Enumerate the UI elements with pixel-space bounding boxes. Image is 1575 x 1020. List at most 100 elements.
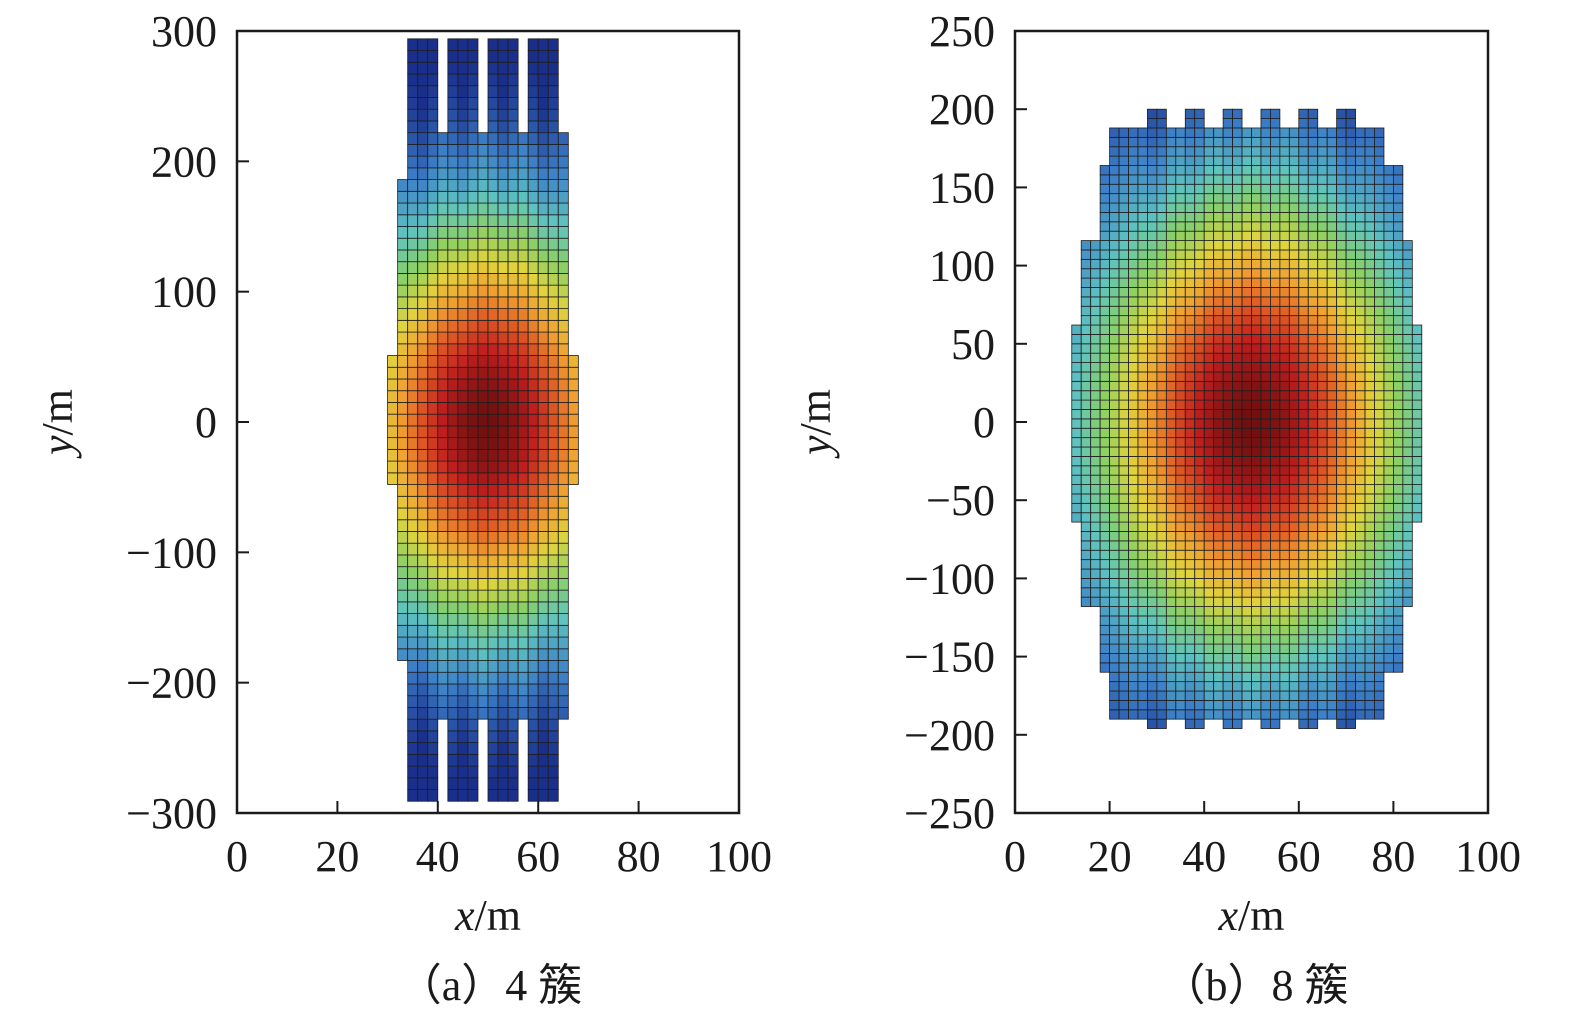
heatmap-cell [477,425,489,439]
heatmap-cell [497,226,509,239]
heatmap-cell [1355,277,1366,288]
heatmap-cell [1147,258,1158,270]
heatmap-cell [1326,146,1338,157]
heatmap-cell [1270,615,1281,626]
heatmap-cell [1203,484,1215,495]
heatmap-cell [537,566,549,579]
heatmap-cell [1222,212,1233,223]
heatmap-cell [1137,671,1148,683]
heatmap-cell [427,355,439,368]
heatmap-cell [1288,596,1300,607]
heatmap-cell [507,390,519,403]
heatmap-cell [1118,690,1129,701]
heatmap-cell [1090,587,1101,598]
heatmap-cell [507,531,519,544]
heatmap-cell [517,484,529,497]
heatmap-cell [1128,502,1139,514]
heatmap-cell [437,531,449,544]
heatmap-cell [547,61,559,75]
heatmap-cell [1222,155,1233,166]
heatmap-cell [447,50,459,63]
heatmap-cell [1270,362,1281,373]
heatmap-cell [1232,446,1243,457]
ticks-b: 0 20 40 60 80 100−250−200−150−100−50050100150… [904,7,1521,881]
heatmap-cell [1080,512,1092,523]
heatmap-cell [1251,277,1262,288]
heatmap-cell [427,484,439,497]
heatmap-cell [507,624,519,638]
heatmap-cell [1298,531,1309,542]
heatmap-cell [1411,493,1423,504]
heatmap-cell [1317,352,1328,363]
heatmap-cell [497,777,509,790]
heatmap-cell [1099,221,1111,232]
heatmap-cell [1118,662,1129,673]
heatmap-cell [1326,484,1338,495]
heatmap-cell [1090,568,1101,579]
heatmap-cell [1326,540,1338,551]
heatmap-cell [427,390,439,403]
heatmap-cell [1251,409,1262,420]
heatmap-cell [477,613,489,626]
heatmap-cell [527,179,539,192]
heatmap-cell [497,531,509,544]
heatmap-cell [1279,671,1290,683]
heatmap-cell [1402,578,1413,589]
heatmap-cell [1345,399,1356,410]
heatmap-cell [1364,624,1375,636]
heatmap-cell [1128,268,1139,279]
heatmap-cell [1175,624,1186,636]
heatmap-cell [1326,352,1338,363]
heatmap-cell [1213,183,1224,195]
heatmap-cell [1147,643,1158,654]
heatmap-cell [1137,212,1148,223]
heatmap-cell [447,202,459,216]
heatmap-cell [1213,484,1224,495]
heatmap-cell [1364,549,1375,561]
heatmap-cell [1251,427,1262,439]
heatmap-cell [467,343,479,356]
heatmap-cell [1326,127,1338,138]
heatmap-cell [1251,456,1262,467]
heatmap-cell [1118,193,1129,204]
heatmap-cell [427,273,439,286]
heatmap-cell [1326,221,1338,232]
heatmap-cell [1383,615,1394,626]
heatmap-cell [1175,568,1186,579]
heatmap-cell [1374,615,1385,626]
heatmap-cell [1383,474,1394,485]
heatmap-cell [1317,193,1328,204]
heatmap-cell [1288,390,1300,401]
heatmap-cell [1270,681,1281,692]
heatmap-cell [537,249,549,263]
heatmap-cell [1393,183,1404,195]
heatmap-cell [1080,409,1092,420]
heatmap-cell [1213,174,1224,185]
heatmap-cell [1213,559,1224,570]
heatmap-cell [437,554,449,568]
heatmap-cell [487,402,499,415]
heatmap-cell [1109,606,1120,617]
heatmap-cell [1364,521,1375,532]
heatmap-cell [1307,427,1319,439]
heatmap-cell [1307,681,1319,692]
heatmap-cell [1109,681,1120,692]
heatmap-cell [407,519,419,532]
heatmap-cell [517,226,529,239]
heatmap-cell [497,472,509,485]
heatmap-cell [1260,474,1271,485]
heatmap-cell [1194,380,1205,392]
heatmap-cell [1147,334,1158,345]
heatmap-cell [397,554,409,568]
heatmap-cell [457,578,469,591]
heatmap-cell [1326,183,1338,195]
heatmap-cell [1298,212,1309,223]
heatmap-cell [1175,493,1186,504]
heatmap-cell [1336,418,1347,429]
heatmap-cell [437,613,449,626]
heatmap-cell [1288,578,1300,589]
heatmap-cell [1099,174,1111,185]
heatmap-cell [1364,334,1375,345]
heatmap-cell [1355,127,1366,138]
heatmap-cell [527,531,539,544]
